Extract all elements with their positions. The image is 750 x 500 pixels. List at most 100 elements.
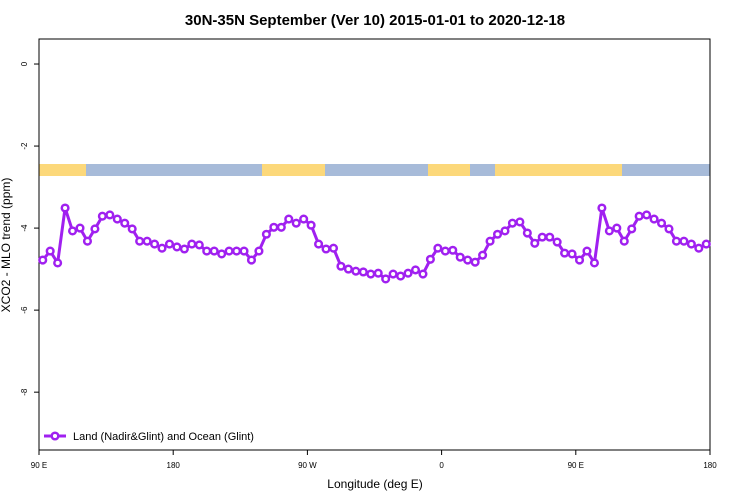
data-point (336, 261, 346, 271)
data-point (120, 218, 130, 228)
data-point (328, 243, 339, 253)
data-point (217, 249, 227, 259)
data-point (604, 226, 614, 236)
data-point (127, 224, 137, 234)
data-point (60, 203, 70, 213)
x-tick-label: 90 E (31, 461, 47, 470)
data-point (142, 236, 152, 246)
x-tick-label: 90 W (298, 461, 317, 470)
y-axis-label: XCO2 - MLO trend (ppm) (0, 178, 13, 313)
data-point (291, 218, 301, 228)
y-tick-label: -6 (20, 306, 29, 314)
data-point (403, 268, 413, 278)
data-point (530, 238, 540, 248)
data-point (105, 210, 115, 220)
data-point (582, 246, 592, 256)
data-point (664, 224, 674, 234)
data-point (574, 255, 585, 265)
data-point (343, 264, 353, 274)
data-point (656, 218, 667, 228)
data-point (410, 265, 421, 275)
data-point (232, 246, 242, 256)
chart-title: 30N-35N September (Ver 10) 2015-01-01 to… (185, 12, 565, 29)
data-point (627, 224, 637, 234)
data-point (53, 258, 63, 268)
data-point (492, 229, 503, 239)
data-point (552, 237, 562, 247)
data-point (38, 255, 48, 265)
data-point (507, 218, 517, 228)
data-point (150, 239, 160, 249)
data-point (567, 249, 577, 259)
data-point (373, 268, 383, 278)
data-point (642, 210, 652, 220)
data-point (82, 236, 93, 246)
data-point (299, 214, 309, 224)
data-point (97, 211, 107, 221)
data-point (463, 255, 473, 265)
data-point (366, 269, 376, 279)
data-point (194, 240, 204, 250)
data-point (381, 274, 391, 284)
data-point (75, 223, 85, 233)
data-point (619, 236, 629, 246)
x-tick-label: 180 (167, 461, 181, 470)
data-point (68, 226, 78, 236)
data-point (202, 246, 212, 256)
data-point (306, 220, 316, 230)
data-point (478, 250, 488, 260)
data-point (612, 223, 622, 233)
data-point (455, 252, 465, 262)
data-point (470, 257, 480, 267)
data-point (649, 214, 659, 224)
data-point (515, 217, 525, 227)
data-point (537, 232, 547, 242)
data-point (634, 211, 644, 221)
data-point (321, 244, 331, 254)
data-point (254, 246, 264, 256)
data-point (172, 242, 182, 252)
data-point (433, 243, 443, 253)
data-point (560, 248, 570, 258)
x-axis-label: Longitude (deg E) (327, 477, 422, 491)
data-point (45, 246, 55, 256)
data-point (448, 245, 458, 255)
data-point (314, 239, 324, 249)
y-tick-label: -2 (20, 142, 29, 150)
x-tick-label: 0 (439, 461, 444, 470)
data-point (522, 228, 532, 238)
data-point (545, 232, 555, 242)
data-point (396, 271, 406, 281)
data-point (261, 229, 271, 239)
x-tick-label: 180 (703, 461, 717, 470)
data-point (597, 203, 607, 213)
data-point (187, 239, 197, 249)
data-point (135, 236, 145, 246)
data-point (276, 222, 286, 232)
y-tick-label: -8 (20, 388, 29, 396)
data-point (90, 224, 100, 234)
data-point (239, 246, 249, 256)
data-point (351, 266, 361, 276)
legend-marker (50, 431, 60, 441)
y-tick-label: -4 (20, 224, 29, 232)
data-point (679, 236, 689, 246)
legend-label: Land (Nadir&Glint) and Ocean (Glint) (73, 431, 254, 443)
data-point (671, 236, 682, 246)
data-point (246, 255, 257, 265)
data-point (418, 269, 428, 279)
y-tick-label: 0 (20, 61, 29, 66)
data-point (686, 239, 696, 249)
data-point (224, 246, 234, 256)
data-point (694, 243, 704, 253)
data-point (269, 222, 279, 232)
data-point (179, 244, 189, 254)
data-point (425, 254, 435, 264)
data-point (500, 226, 510, 236)
data-point (284, 214, 294, 224)
data-point (164, 239, 175, 249)
data-point (440, 246, 450, 256)
land-mask (39, 164, 710, 176)
data-point (358, 267, 368, 277)
